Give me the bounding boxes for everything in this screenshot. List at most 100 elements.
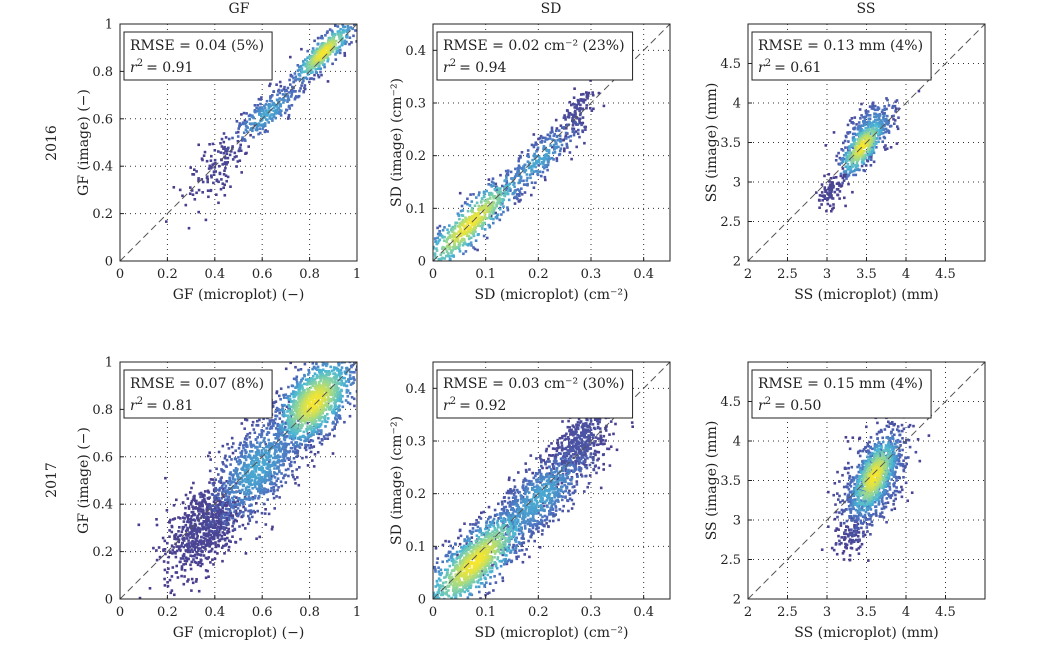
scatter-point bbox=[290, 104, 294, 107]
scatter-point bbox=[844, 165, 848, 168]
scatter-point bbox=[352, 397, 356, 401]
scatter-point bbox=[250, 510, 253, 514]
scatter-point bbox=[255, 124, 259, 127]
scatter-point bbox=[209, 533, 213, 537]
scatter-point bbox=[326, 437, 330, 440]
scatter-point bbox=[867, 125, 870, 129]
scatter-point bbox=[864, 144, 868, 148]
x-tick-label: 0 bbox=[429, 267, 437, 282]
stats-box-frame bbox=[436, 31, 634, 81]
scatter-point bbox=[465, 217, 468, 221]
scatter-point bbox=[247, 522, 250, 526]
scatter-point bbox=[340, 362, 344, 364]
scatter-point bbox=[544, 178, 547, 182]
scatter-point bbox=[287, 474, 290, 478]
scatter-point bbox=[278, 469, 281, 472]
scatter-point bbox=[169, 591, 173, 595]
scatter-point bbox=[476, 233, 480, 237]
scatter-point bbox=[272, 433, 276, 436]
scatter-point bbox=[320, 442, 324, 446]
scatter-point bbox=[209, 159, 213, 162]
scatter-point bbox=[823, 186, 827, 189]
scatter-point bbox=[844, 161, 848, 164]
scatter-point bbox=[334, 58, 338, 61]
scatter-point bbox=[220, 486, 223, 489]
scatter-point bbox=[221, 163, 224, 166]
scatter-point bbox=[293, 460, 296, 464]
scatter-point bbox=[336, 357, 339, 360]
scatter-point bbox=[301, 423, 304, 426]
scatter-point bbox=[466, 197, 469, 201]
scatter-point bbox=[187, 546, 190, 549]
scatter-point bbox=[230, 488, 233, 491]
scatter-point bbox=[242, 514, 245, 517]
scatter-point bbox=[328, 48, 331, 51]
scatter-point bbox=[278, 394, 281, 398]
scatter-point bbox=[309, 424, 312, 428]
scatter-point bbox=[464, 250, 468, 253]
scatter-point bbox=[306, 444, 310, 447]
scatter-point bbox=[578, 113, 582, 117]
scatter-point bbox=[248, 488, 251, 492]
scatter-point bbox=[351, 20, 354, 23]
scatter-point bbox=[289, 446, 293, 450]
scatter-point bbox=[207, 526, 210, 530]
scatter-point bbox=[230, 436, 234, 440]
scatter-point bbox=[302, 434, 305, 438]
scatter-point bbox=[352, 376, 355, 379]
scatter-point bbox=[215, 504, 218, 508]
scatter-point bbox=[214, 543, 217, 546]
scatter-point bbox=[220, 514, 223, 517]
scatter-point bbox=[852, 164, 856, 167]
scatter-point bbox=[195, 561, 198, 564]
scatter-point bbox=[193, 560, 197, 564]
scatter-point bbox=[290, 427, 293, 430]
scatter-point bbox=[170, 530, 174, 534]
scatter-point bbox=[295, 378, 298, 381]
scatter-point bbox=[241, 498, 244, 502]
y-tick-label: 0 bbox=[418, 255, 426, 270]
scatter-point bbox=[512, 183, 515, 186]
scatter-point bbox=[261, 127, 264, 131]
scatter-point bbox=[187, 543, 191, 546]
scatter-point bbox=[204, 543, 208, 547]
scatter-point bbox=[215, 178, 219, 182]
scatter-point bbox=[470, 206, 474, 210]
scatter-point bbox=[343, 39, 347, 43]
scatter-point bbox=[597, 91, 601, 95]
scatter-point bbox=[496, 186, 499, 190]
scatter-point bbox=[824, 144, 828, 147]
scatter-point bbox=[830, 186, 834, 190]
scatter-point bbox=[282, 393, 285, 397]
scatter-point bbox=[332, 41, 335, 45]
scatter-point bbox=[205, 508, 208, 512]
scatter-point bbox=[224, 489, 227, 493]
scatter-point bbox=[190, 543, 194, 547]
scatter-point bbox=[232, 522, 235, 525]
scatter-point bbox=[263, 130, 267, 134]
scatter-point bbox=[851, 190, 854, 194]
scatter-point bbox=[856, 164, 860, 167]
scatter-point bbox=[332, 43, 335, 46]
scatter-point bbox=[297, 445, 301, 448]
scatter-point bbox=[333, 347, 336, 350]
scatter-point bbox=[245, 469, 248, 472]
scatter-point bbox=[204, 569, 208, 572]
scatter-point bbox=[337, 409, 340, 412]
y-tick-label: 3.5 bbox=[720, 136, 741, 151]
scatter-point bbox=[236, 160, 240, 163]
scatter-point bbox=[286, 414, 290, 417]
scatter-point bbox=[217, 180, 220, 184]
scatter-point bbox=[228, 508, 231, 511]
scatter-point bbox=[197, 210, 200, 214]
scatter-point bbox=[498, 207, 502, 211]
scatter-point bbox=[239, 501, 243, 504]
scatter-point bbox=[461, 209, 465, 212]
scatter-point bbox=[183, 517, 186, 520]
scatter-point bbox=[543, 166, 546, 170]
scatter-point bbox=[547, 157, 551, 160]
scatter-point bbox=[866, 114, 870, 117]
scatter-point bbox=[353, 404, 356, 408]
scatter-point bbox=[341, 376, 345, 380]
scatter-point bbox=[227, 549, 230, 552]
